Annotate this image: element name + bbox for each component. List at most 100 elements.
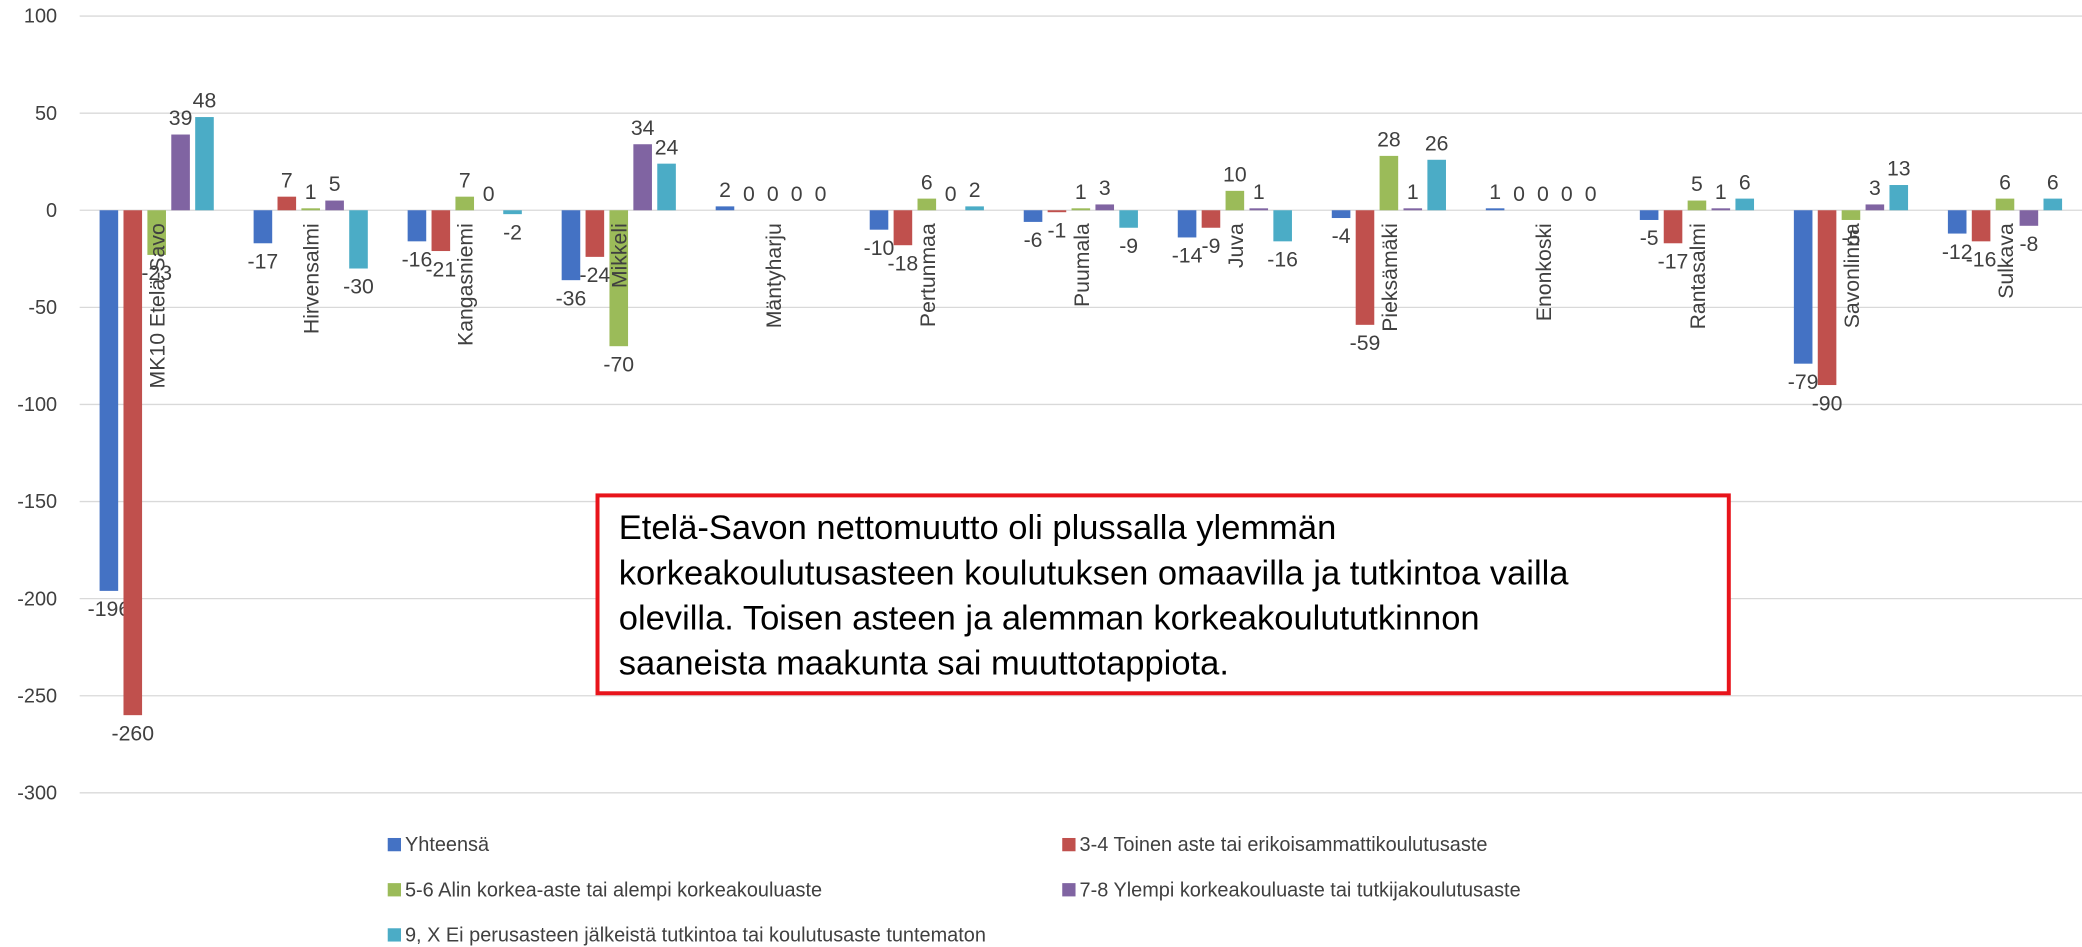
data-label: -2 bbox=[503, 220, 522, 244]
data-label: 0 bbox=[767, 182, 779, 206]
data-label: -59 bbox=[1350, 331, 1381, 355]
data-label: -9 bbox=[1202, 234, 1221, 258]
bar bbox=[633, 144, 652, 211]
bar bbox=[147, 210, 166, 255]
data-label: -90 bbox=[1812, 391, 1843, 415]
bar bbox=[1865, 204, 1885, 211]
data-label: 0 bbox=[945, 182, 957, 206]
bar bbox=[325, 200, 344, 211]
data-label: -18 bbox=[888, 251, 919, 275]
data-label: 1 bbox=[1407, 180, 1419, 204]
data-label: 6 bbox=[921, 170, 933, 194]
x-tick-label: MK10 Etelä-Savo bbox=[146, 223, 170, 388]
bar bbox=[1947, 210, 1967, 234]
y-tick-label: -200 bbox=[17, 588, 57, 610]
bar bbox=[1663, 210, 1683, 244]
y-tick-label: -100 bbox=[17, 394, 57, 416]
legend-swatch bbox=[387, 883, 401, 897]
data-label: -6 bbox=[1024, 228, 1043, 252]
y-tick-label: -50 bbox=[28, 297, 57, 319]
data-label: -16 bbox=[1966, 248, 1997, 272]
data-label: -196 bbox=[88, 597, 131, 621]
data-label: -21 bbox=[425, 257, 456, 281]
data-label: 5 bbox=[329, 172, 341, 196]
legend-label: 3-4 Toinen aste tai erikoisammattikoulut… bbox=[1080, 834, 1488, 856]
x-tick-label: Rantasalmi bbox=[1686, 223, 1710, 329]
data-label: -260 bbox=[112, 721, 154, 745]
legend-label: Yhteensä bbox=[405, 834, 490, 856]
bar bbox=[657, 163, 676, 211]
bar bbox=[1249, 208, 1269, 211]
bar bbox=[1793, 210, 1813, 364]
data-label: 1 bbox=[1253, 180, 1265, 204]
data-label: -70 bbox=[603, 352, 634, 376]
bar bbox=[1485, 208, 1505, 211]
annotation-text: korkeakoulutusasteen koulutuksen omaavil… bbox=[619, 554, 1570, 592]
data-label: -8 bbox=[2019, 232, 2038, 256]
data-label: -5 bbox=[1842, 226, 1861, 250]
data-label: -4 bbox=[1332, 224, 1351, 248]
annotation-text: olevilla. Toisen asteen ja alemman korke… bbox=[619, 600, 1480, 638]
y-tick-label: -150 bbox=[17, 491, 57, 513]
bar bbox=[1841, 210, 1861, 220]
bar bbox=[585, 210, 605, 257]
data-label: 0 bbox=[1513, 182, 1525, 206]
data-label: 7 bbox=[281, 168, 293, 192]
y-tick-label: 50 bbox=[35, 103, 57, 125]
x-tick-label: Pieksämäki bbox=[1378, 223, 1402, 332]
x-tick-label: Sulkava bbox=[1994, 223, 2018, 299]
y-tick-label: 100 bbox=[24, 6, 57, 28]
bar bbox=[277, 196, 297, 211]
bar bbox=[1331, 210, 1351, 219]
bar bbox=[893, 210, 913, 246]
data-label: -9 bbox=[1119, 234, 1138, 258]
bar bbox=[1403, 208, 1423, 211]
bar bbox=[253, 210, 273, 244]
bar bbox=[1095, 204, 1115, 211]
legend-swatch bbox=[1062, 837, 1076, 852]
x-tick-label: Puumala bbox=[1070, 223, 1094, 307]
x-tick-label: Kangasniemi bbox=[454, 223, 478, 346]
bar bbox=[171, 134, 190, 211]
bar bbox=[99, 210, 119, 591]
bar bbox=[1273, 210, 1292, 242]
bar bbox=[1427, 159, 1446, 211]
x-tick-label: Juva bbox=[1224, 223, 1248, 268]
bar bbox=[1687, 200, 1707, 211]
bar bbox=[1817, 210, 1837, 386]
data-label: -10 bbox=[864, 236, 895, 260]
data-label: 0 bbox=[743, 182, 755, 206]
legend-swatch bbox=[387, 837, 401, 852]
data-label: 7 bbox=[459, 168, 471, 192]
y-tick-label: -250 bbox=[17, 685, 57, 707]
bar bbox=[1711, 208, 1731, 211]
data-label: 2 bbox=[969, 178, 981, 202]
bar bbox=[1355, 210, 1375, 325]
bar bbox=[1201, 210, 1221, 228]
x-tick-label: Enonkoski bbox=[1532, 223, 1556, 321]
bar bbox=[349, 210, 368, 269]
data-label: 39 bbox=[169, 106, 193, 130]
bar bbox=[1071, 208, 1091, 211]
data-label: 28 bbox=[1377, 128, 1401, 152]
bar bbox=[123, 210, 143, 716]
bar bbox=[1225, 190, 1245, 211]
bar bbox=[1023, 210, 1043, 222]
data-label: -14 bbox=[1172, 244, 1203, 268]
data-label: 2 bbox=[719, 178, 731, 202]
x-tick-label: Hirvensalmi bbox=[300, 223, 324, 334]
bar bbox=[2019, 210, 2039, 226]
data-label: 5 bbox=[1691, 172, 1703, 196]
data-label: -12 bbox=[1942, 240, 1973, 264]
bar bbox=[301, 208, 321, 211]
data-label: 34 bbox=[631, 116, 655, 140]
bar bbox=[407, 210, 427, 242]
bar bbox=[869, 210, 889, 230]
bar bbox=[1177, 210, 1197, 238]
bar bbox=[195, 117, 214, 211]
annotation-box bbox=[595, 493, 1731, 696]
data-label: 0 bbox=[1537, 182, 1549, 206]
bar bbox=[1995, 198, 2015, 211]
